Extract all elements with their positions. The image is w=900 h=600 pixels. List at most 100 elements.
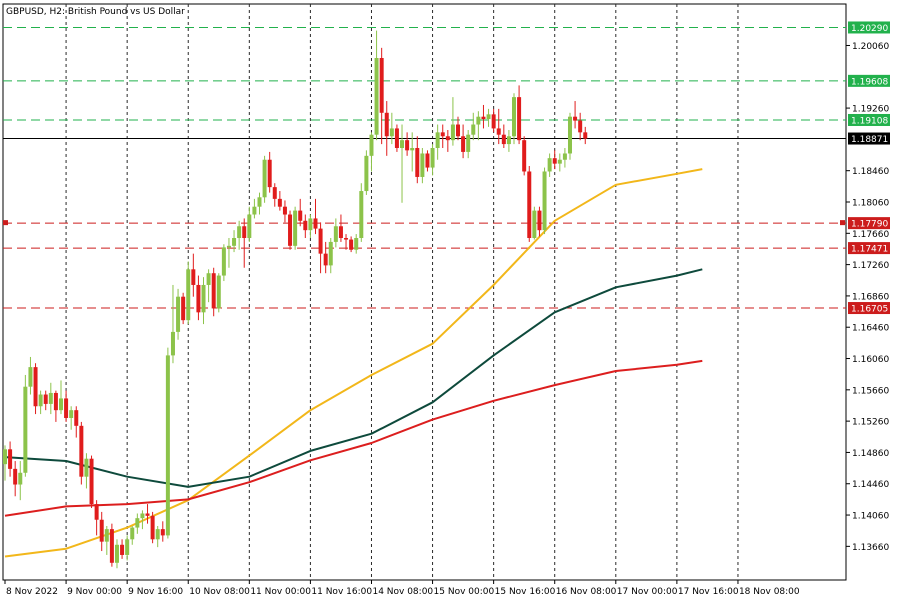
candle-body — [435, 132, 440, 148]
candle-body — [226, 245, 231, 248]
candle-body — [481, 116, 486, 120]
candle-body — [170, 331, 175, 356]
candle-body — [461, 136, 466, 152]
y-tick-label: 1.16860 — [852, 292, 889, 302]
candle-body — [58, 398, 63, 411]
candle-body — [272, 187, 277, 199]
candle — [257, 192, 262, 215]
candle — [191, 253, 196, 297]
x-tick-label: 11 Nov 16:00 — [311, 587, 372, 597]
candle-body — [267, 159, 272, 188]
candle-body — [537, 210, 542, 231]
candle-body — [400, 140, 405, 148]
axes: 8 Nov 2022 9 Nov 00:00 9 Nov 16:00 10 Nov 0… — [4, 42, 889, 597]
candle-body — [99, 519, 104, 542]
candle-body — [43, 394, 48, 404]
candle — [176, 288, 181, 340]
x-tick-label: 17 Nov 16:00 — [678, 587, 739, 597]
plot-frame — [2, 3, 847, 581]
candle-body — [150, 515, 155, 540]
candle — [445, 130, 450, 152]
candle — [125, 535, 130, 561]
candle-body — [221, 247, 226, 276]
candle-body — [562, 153, 567, 160]
level-label-box — [848, 302, 890, 315]
level-label: 1.16705 — [851, 305, 888, 315]
candle-body — [425, 153, 430, 168]
candle-body — [79, 425, 84, 477]
candle — [13, 461, 18, 497]
candle-body — [130, 527, 135, 540]
candle-body — [450, 124, 455, 141]
candle-body — [104, 529, 109, 542]
y-tick-label: 1.18460 — [852, 167, 889, 177]
y-tick-label: 1.20060 — [852, 42, 889, 52]
candle — [69, 406, 74, 430]
y-tick-label: 1.14860 — [852, 449, 889, 459]
candle — [374, 30, 379, 141]
candle — [471, 112, 476, 141]
candle — [354, 234, 359, 254]
candle — [53, 390, 58, 422]
y-tick-label: 1.13660 — [852, 543, 889, 553]
plot-area — [2, 3, 847, 581]
candle — [369, 132, 374, 172]
level-label: 1.20290 — [851, 24, 888, 34]
candle — [557, 153, 562, 172]
candle — [58, 380, 63, 415]
candle-body — [23, 386, 28, 473]
candle — [481, 104, 486, 129]
x-tick-label: 11 Nov 00:00 — [250, 587, 311, 597]
candle — [461, 124, 466, 159]
candle — [349, 236, 354, 253]
candle-body — [89, 458, 94, 505]
candle-body — [573, 116, 578, 121]
candle-body — [232, 238, 237, 246]
x-tick-label: 16 Nov 08:00 — [556, 587, 617, 597]
candle — [135, 513, 140, 534]
candle — [450, 97, 455, 146]
candle-body — [303, 220, 308, 231]
candle-body — [491, 114, 496, 129]
candle-body — [542, 171, 547, 231]
candle-body — [466, 134, 471, 152]
y-tick-label: 1.15660 — [852, 386, 889, 396]
candle — [140, 510, 145, 530]
candle-body — [394, 128, 399, 148]
candle-body — [186, 269, 191, 321]
candle — [501, 124, 506, 148]
candle — [288, 210, 293, 250]
candle — [211, 267, 216, 317]
candle — [38, 390, 43, 415]
candle — [293, 206, 298, 250]
candle — [562, 148, 567, 168]
candle-body — [420, 153, 425, 177]
y-tick-label: 1.14460 — [852, 480, 889, 490]
candle-body — [181, 296, 186, 321]
x-tick-label: 14 Nov 08:00 — [372, 587, 433, 597]
candle — [394, 124, 399, 152]
chart-title: GBPUSD, H2: British Pound vs US Dollar — [6, 7, 185, 17]
candle — [94, 500, 99, 536]
candle-body — [471, 124, 476, 135]
candle — [542, 167, 547, 235]
candle — [430, 144, 435, 176]
candle — [277, 191, 282, 211]
candles — [3, 30, 588, 569]
candle-body — [252, 206, 257, 215]
candle — [476, 111, 481, 141]
candle — [547, 153, 552, 177]
candle — [8, 441, 13, 477]
candle — [506, 130, 511, 152]
level-label-box — [848, 242, 890, 255]
candle — [130, 526, 135, 545]
x-tick-label: 18 Nov 08:00 — [739, 587, 800, 597]
y-tick-label: 1.14060 — [852, 512, 889, 522]
candle-body — [282, 206, 287, 215]
candle-body — [318, 228, 323, 254]
candle — [99, 511, 104, 552]
y-tick-label: 1.17660 — [852, 230, 889, 240]
candle-body — [140, 513, 145, 519]
x-tick-label: 15 Nov 16:00 — [495, 587, 556, 597]
candle — [364, 150, 369, 195]
